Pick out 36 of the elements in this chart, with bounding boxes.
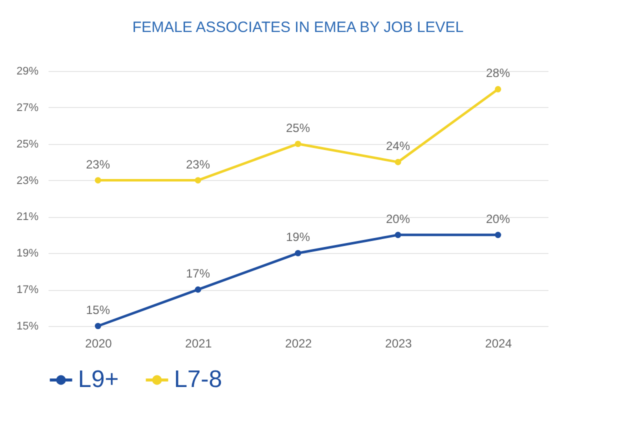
data-label: 28% — [486, 66, 510, 80]
point — [394, 158, 402, 166]
data-label: 23% — [186, 157, 210, 172]
chart-title: FEMALE ASSOCIATES IN EMEA BY JOB LEVEL — [132, 19, 464, 36]
data-label: 15% — [86, 303, 110, 317]
y-tick-label: 25% — [16, 138, 39, 150]
data-label: 19% — [286, 230, 310, 244]
data-label: 17% — [186, 266, 210, 281]
data-label: 23% — [86, 157, 110, 172]
x-tick-label: 2024 — [485, 336, 512, 350]
y-tick-label: 17% — [16, 284, 39, 296]
point — [494, 232, 502, 238]
y-tick-label: 27% — [16, 102, 39, 114]
y-tick-label: 19% — [16, 248, 39, 260]
point — [294, 250, 302, 256]
data-label: 24% — [386, 139, 410, 154]
y-tick-label: 23% — [16, 174, 39, 187]
data-label: 20% — [486, 212, 510, 226]
point — [94, 177, 102, 184]
legend-label: L9+ — [78, 366, 119, 393]
point — [194, 286, 202, 293]
point — [294, 140, 302, 148]
point — [394, 232, 402, 238]
y-tick-label: 15% — [16, 320, 39, 332]
point — [494, 86, 502, 92]
y-tick-label: 21% — [16, 211, 39, 224]
x-tick-label: 2022 — [285, 336, 312, 350]
point — [94, 322, 102, 330]
legend-label: L7-8 — [174, 366, 222, 393]
data-label: 25% — [286, 120, 310, 135]
point — [194, 177, 202, 184]
data-label: 20% — [386, 212, 410, 226]
x-tick-label: 2023 — [385, 336, 412, 350]
x-tick-label: 2021 — [185, 336, 212, 350]
y-tick-label: 29% — [16, 66, 39, 78]
x-tick-label: 2020 — [85, 336, 112, 350]
